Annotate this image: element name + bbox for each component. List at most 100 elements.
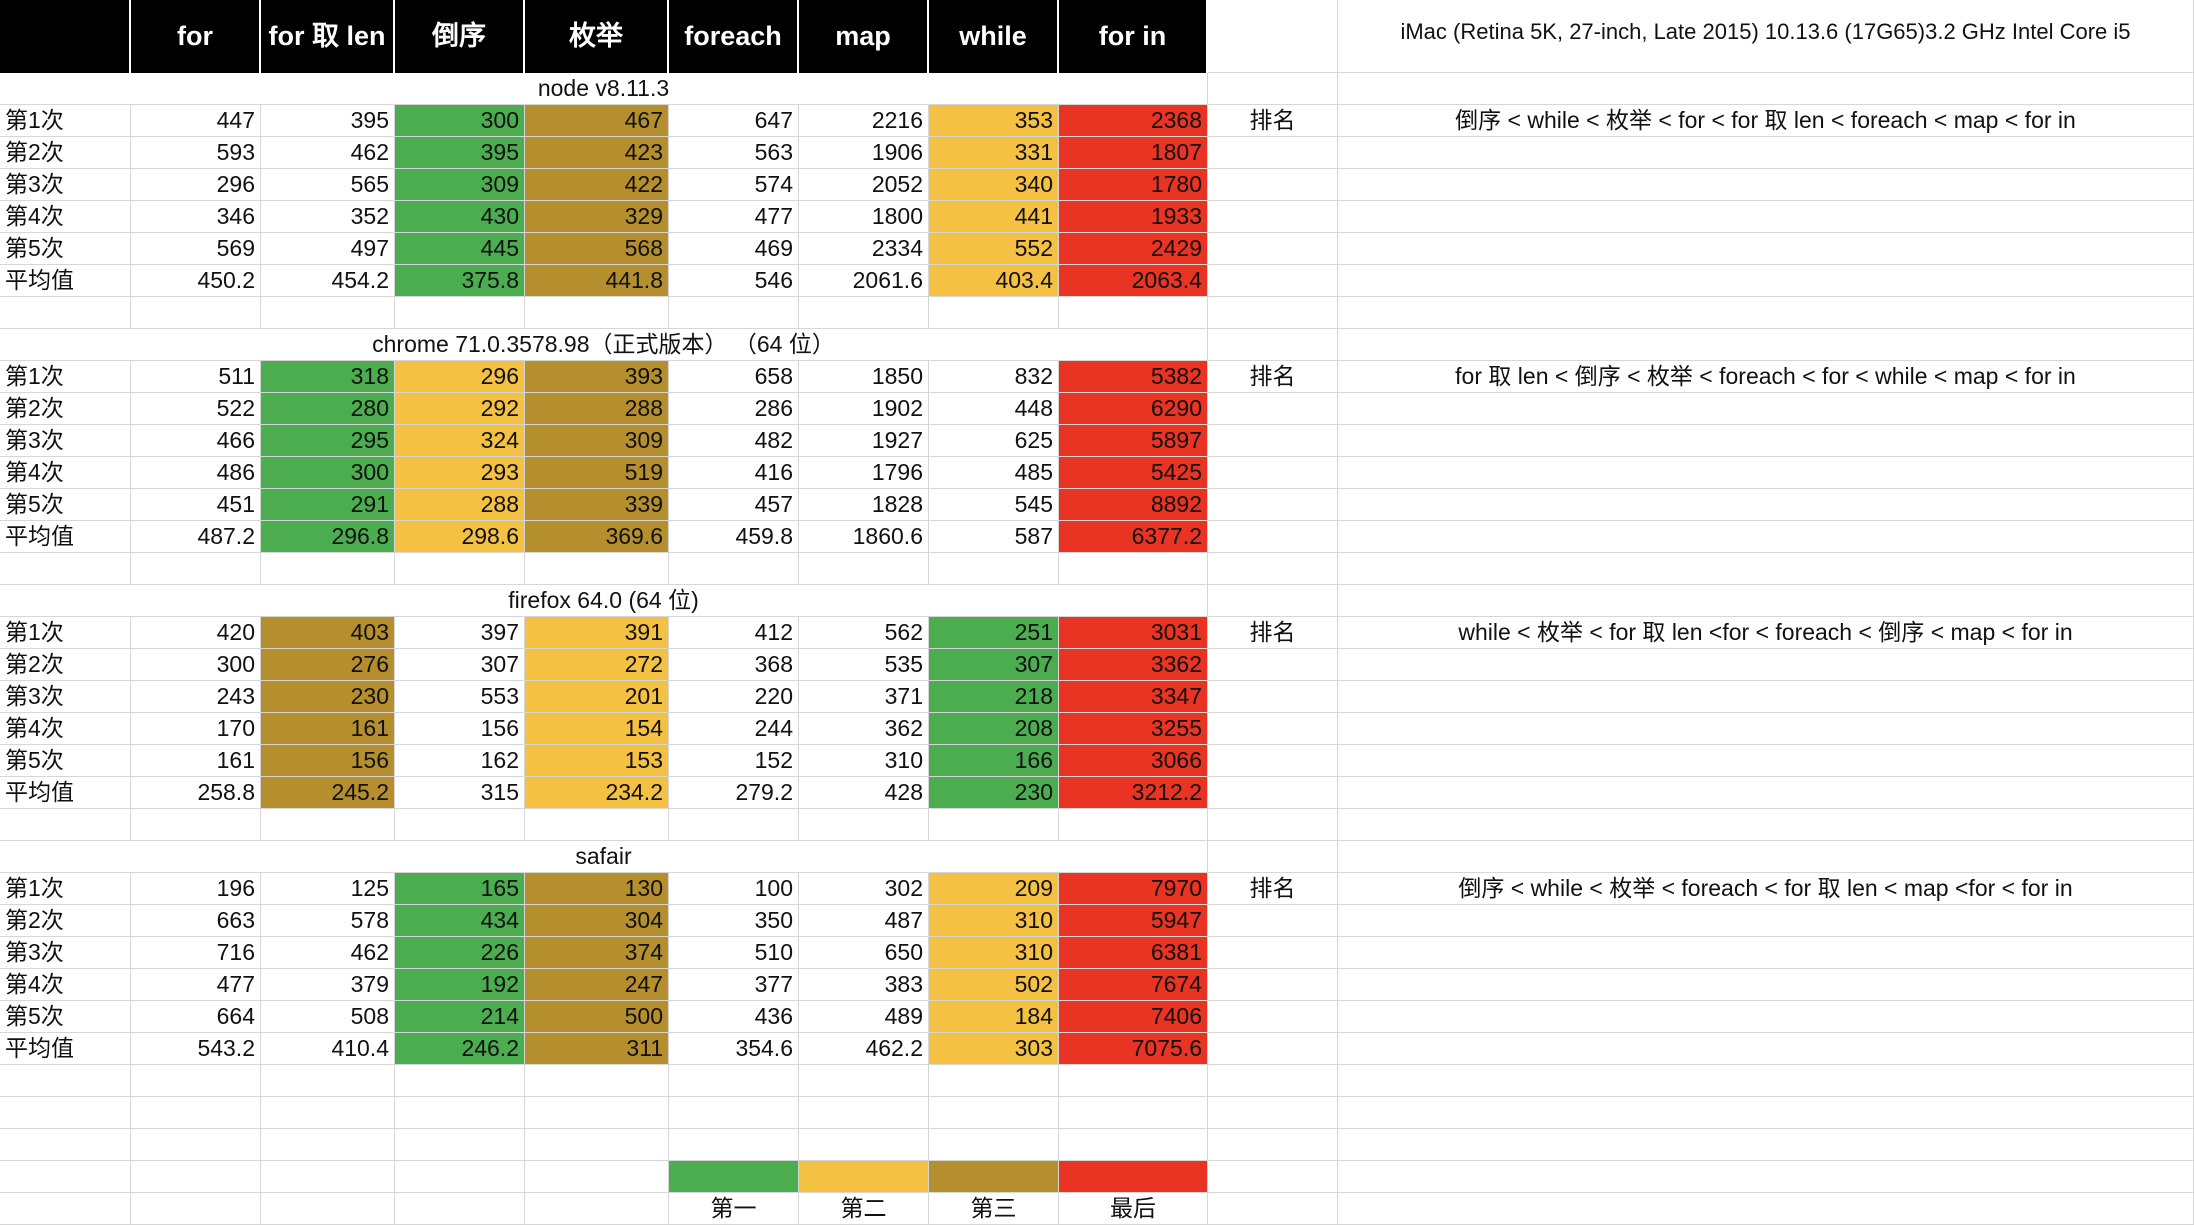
value-cell[interactable]: 578 <box>261 905 395 937</box>
value-cell[interactable]: 454.2 <box>261 265 395 297</box>
value-cell[interactable]: 625 <box>929 425 1059 457</box>
row-label[interactable]: 第2次 <box>0 137 131 169</box>
blank-cell[interactable] <box>929 553 1059 585</box>
value-cell[interactable]: 226 <box>395 937 525 969</box>
row-label[interactable]: 平均值 <box>0 265 131 297</box>
section-title-2[interactable]: firefox 64.0 (64 位) <box>0 585 1208 617</box>
ranking-text[interactable]: 倒序 < while < 枚举 < foreach < for 取 len < … <box>1338 873 2194 905</box>
side-cell[interactable] <box>1338 713 2194 745</box>
blank-cell[interactable] <box>1059 553 1208 585</box>
blank-cell[interactable] <box>1338 1161 2194 1193</box>
header-cell-8[interactable]: for in <box>1059 0 1208 73</box>
value-cell[interactable]: 6381 <box>1059 937 1208 969</box>
side-cell[interactable] <box>1338 233 2194 265</box>
row-label[interactable]: 第5次 <box>0 489 131 521</box>
blank-cell[interactable] <box>131 297 261 329</box>
value-cell[interactable]: 445 <box>395 233 525 265</box>
value-cell[interactable]: 510 <box>669 937 799 969</box>
blank-cell[interactable] <box>261 1065 395 1097</box>
blank-cell[interactable] <box>1059 1097 1208 1129</box>
value-cell[interactable]: 535 <box>799 649 929 681</box>
value-cell[interactable]: 368 <box>669 649 799 681</box>
section-title-0[interactable]: node v8.11.3 <box>0 73 1208 105</box>
row-label[interactable]: 第1次 <box>0 873 131 905</box>
ranking-label[interactable]: 排名 <box>1208 105 1338 137</box>
value-cell[interactable]: 650 <box>799 937 929 969</box>
side-cell[interactable] <box>1338 425 2194 457</box>
value-cell[interactable]: 7674 <box>1059 969 1208 1001</box>
side-cell[interactable] <box>1208 137 1338 169</box>
side-cell[interactable] <box>1338 489 2194 521</box>
value-cell[interactable]: 303 <box>929 1033 1059 1065</box>
legend-label-second[interactable]: 第二 <box>799 1193 929 1225</box>
blank-cell[interactable] <box>261 553 395 585</box>
row-label[interactable]: 第1次 <box>0 617 131 649</box>
value-cell[interactable]: 462 <box>261 137 395 169</box>
value-cell[interactable]: 153 <box>525 745 669 777</box>
side-cell[interactable] <box>1208 425 1338 457</box>
value-cell[interactable]: 170 <box>131 713 261 745</box>
value-cell[interactable]: 296 <box>131 169 261 201</box>
value-cell[interactable]: 300 <box>131 649 261 681</box>
side-cell[interactable] <box>1208 713 1338 745</box>
value-cell[interactable]: 251 <box>929 617 1059 649</box>
blank-cell[interactable] <box>929 1065 1059 1097</box>
value-cell[interactable]: 310 <box>929 937 1059 969</box>
ranking-label[interactable]: 排名 <box>1208 617 1338 649</box>
row-label[interactable]: 平均值 <box>0 777 131 809</box>
value-cell[interactable]: 1933 <box>1059 201 1208 233</box>
value-cell[interactable]: 296.8 <box>261 521 395 553</box>
row-label[interactable]: 第5次 <box>0 233 131 265</box>
value-cell[interactable]: 412 <box>669 617 799 649</box>
value-cell[interactable]: 393 <box>525 361 669 393</box>
blank-cell[interactable] <box>261 1129 395 1161</box>
blank-cell[interactable] <box>395 1193 525 1225</box>
value-cell[interactable]: 161 <box>131 745 261 777</box>
side-cell[interactable] <box>1208 457 1338 489</box>
blank-cell[interactable] <box>131 553 261 585</box>
side-cell[interactable] <box>1338 393 2194 425</box>
value-cell[interactable]: 436 <box>669 1001 799 1033</box>
side-cell[interactable] <box>1338 521 2194 553</box>
ranking-text[interactable]: 倒序 < while < 枚举 < for < for 取 len < fore… <box>1338 105 2194 137</box>
legend-label-first[interactable]: 第一 <box>669 1193 799 1225</box>
blank-cell[interactable] <box>525 1193 669 1225</box>
row-label[interactable]: 第2次 <box>0 905 131 937</box>
ranking-label[interactable]: 排名 <box>1208 873 1338 905</box>
section-title-1[interactable]: chrome 71.0.3578.98（正式版本） （64 位） <box>0 329 1208 361</box>
value-cell[interactable]: 280 <box>261 393 395 425</box>
row-label[interactable]: 第4次 <box>0 969 131 1001</box>
value-cell[interactable]: 315 <box>395 777 525 809</box>
blank-cell[interactable] <box>261 809 395 841</box>
blank-cell[interactable] <box>525 809 669 841</box>
value-cell[interactable]: 307 <box>395 649 525 681</box>
value-cell[interactable]: 391 <box>525 617 669 649</box>
value-cell[interactable]: 286 <box>669 393 799 425</box>
value-cell[interactable]: 209 <box>929 873 1059 905</box>
row-label[interactable]: 第3次 <box>0 937 131 969</box>
value-cell[interactable]: 331 <box>929 137 1059 169</box>
value-cell[interactable]: 2216 <box>799 105 929 137</box>
value-cell[interactable]: 374 <box>525 937 669 969</box>
blank-cell[interactable] <box>261 1097 395 1129</box>
blank-cell[interactable] <box>395 1161 525 1193</box>
value-cell[interactable]: 553 <box>395 681 525 713</box>
blank-cell[interactable] <box>525 1129 669 1161</box>
blank-cell[interactable] <box>0 553 131 585</box>
value-cell[interactable]: 403 <box>261 617 395 649</box>
value-cell[interactable]: 156 <box>395 713 525 745</box>
value-cell[interactable]: 244 <box>669 713 799 745</box>
row-label[interactable]: 第4次 <box>0 713 131 745</box>
value-cell[interactable]: 230 <box>929 777 1059 809</box>
value-cell[interactable]: 552 <box>929 233 1059 265</box>
value-cell[interactable]: 2061.6 <box>799 265 929 297</box>
value-cell[interactable]: 522 <box>131 393 261 425</box>
side-cell[interactable] <box>1338 681 2194 713</box>
blank-cell[interactable] <box>1208 553 1338 585</box>
value-cell[interactable]: 7075.6 <box>1059 1033 1208 1065</box>
row-label[interactable]: 第2次 <box>0 393 131 425</box>
value-cell[interactable]: 447 <box>131 105 261 137</box>
side-cell[interactable] <box>1338 777 2194 809</box>
value-cell[interactable]: 8892 <box>1059 489 1208 521</box>
side-cell[interactable] <box>1208 649 1338 681</box>
